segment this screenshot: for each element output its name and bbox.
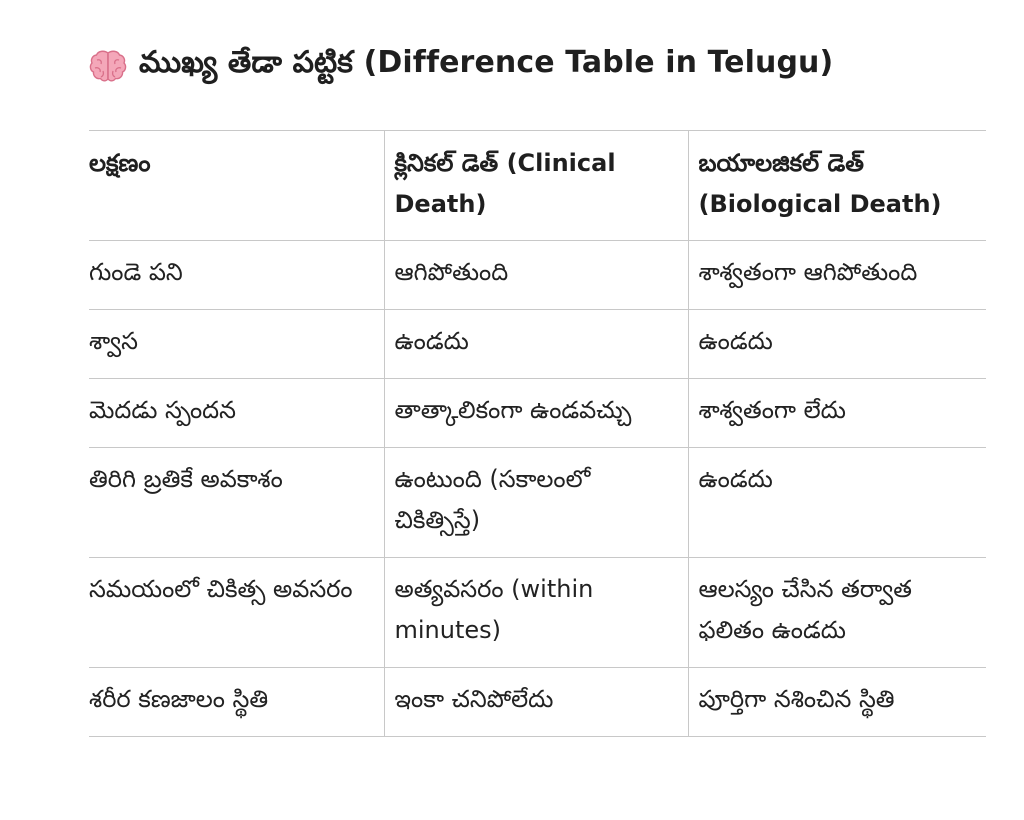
table-cell: శ్వాస xyxy=(89,309,384,379)
table-cell: సమయంలో చికిత్స అవసరం xyxy=(89,557,384,668)
column-header-biological-death: బయాలజికల్ డెత్ (Biological Death) xyxy=(687,130,986,241)
table-row: శ్వాస ఉండదు ఉండదు xyxy=(89,309,986,379)
table-cell: అత్యవసరం (within minutes) xyxy=(383,557,688,668)
table-row: శరీర కణజాలం స్థితి ఇంకా చనిపోలేదు పూర్తి… xyxy=(89,667,986,737)
table-cell: ఆలస్యం చేసిన తర్వాత ఫలితం ఉండదు xyxy=(687,557,986,668)
table-cell: శరీర కణజాలం స్థితి xyxy=(89,667,384,737)
page-title: ముఖ్య తేడా పట్టిక (Difference Table in T… xyxy=(89,44,833,88)
column-header-property: లక్షణం xyxy=(89,130,384,241)
table-header-row: లక్షణం క్లినికల్ డెత్ (Clinical Death) బ… xyxy=(89,130,986,241)
difference-table: లక్షణం క్లినికల్ డెత్ (Clinical Death) బ… xyxy=(89,130,986,737)
table-row: సమయంలో చికిత్స అవసరం అత్యవసరం (within mi… xyxy=(89,557,986,668)
table-cell: శాశ్వతంగా ఆగిపోతుంది xyxy=(687,240,986,310)
table-cell: ఉండదు xyxy=(687,309,986,379)
table-cell: ఉంటుంది (సకాలంలో చికిత్సిస్తే) xyxy=(383,447,688,558)
page-title-text: ముఖ్య తేడా పట్టిక (Difference Table in T… xyxy=(139,45,834,80)
table-row: గుండె పని ఆగిపోతుంది శాశ్వతంగా ఆగిపోతుంద… xyxy=(89,240,986,310)
table-row: మెదడు స్పందన తాత్కాలికంగా ఉండవచ్చు శాశ్వ… xyxy=(89,378,986,448)
table-cell: శాశ్వతంగా లేదు xyxy=(687,378,986,448)
table-cell: ఉండదు xyxy=(687,447,986,558)
table-cell: తిరిగి బ్రతికే అవకాశం xyxy=(89,447,384,558)
table-cell: గుండె పని xyxy=(89,240,384,310)
table-cell: ఆగిపోతుంది xyxy=(383,240,688,310)
table-cell: మెదడు స్పందన xyxy=(89,378,384,448)
table-cell: ఉండదు xyxy=(383,309,688,379)
table-cell: పూర్తిగా నశించిన స్థితి xyxy=(687,667,986,737)
table-cell: తాత్కాలికంగా ఉండవచ్చు xyxy=(383,378,688,448)
column-header-clinical-death: క్లినికల్ డెత్ (Clinical Death) xyxy=(383,130,688,241)
table-cell: ఇంకా చనిపోలేదు xyxy=(383,667,688,737)
table-row: తిరిగి బ్రతికే అవకాశం ఉంటుంది (సకాలంలో చ… xyxy=(89,447,986,558)
brain-icon xyxy=(89,49,127,83)
